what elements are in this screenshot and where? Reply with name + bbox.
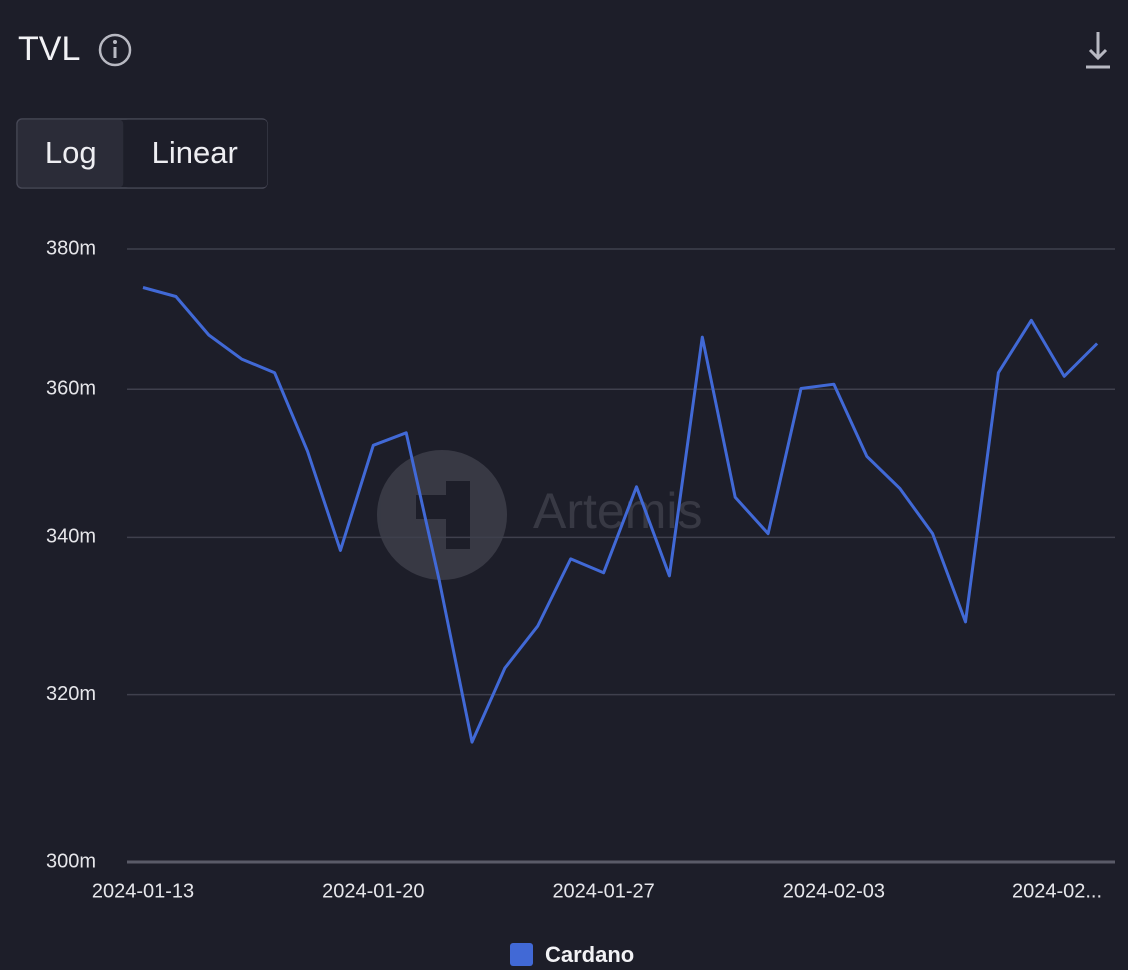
toggle-label[interactable]: Linear [152, 135, 238, 170]
info-icon[interactable] [98, 33, 132, 67]
chart-title: TVL [18, 30, 80, 68]
y-tick-label: 320m [46, 683, 96, 705]
x-tick-label: 2024-01-27 [552, 880, 654, 902]
legend-swatch[interactable] [510, 943, 533, 966]
y-tick-label: 300m [46, 850, 96, 872]
x-tick-label: 2024-01-13 [92, 880, 194, 902]
x-tick-label: 2024-01-20 [322, 880, 424, 902]
watermark: Artemis [377, 450, 702, 580]
series-line [142, 286, 1099, 744]
y-tick-label: 380m [46, 237, 96, 259]
y-tick-label: 340m [46, 526, 96, 548]
y-tick-label: 360m [46, 377, 96, 399]
x-tick-label: 2024-02... [1012, 880, 1102, 902]
download-icon[interactable] [1086, 32, 1110, 69]
x-tick-label: 2024-02-03 [783, 880, 885, 902]
scale-toggle: Log Linear [16, 118, 268, 189]
toggle-option[interactable] [123, 119, 268, 188]
legend-label[interactable]: Cardano [545, 942, 634, 967]
toggle-label[interactable]: Log [45, 135, 97, 170]
toggle-option[interactable] [17, 119, 124, 188]
